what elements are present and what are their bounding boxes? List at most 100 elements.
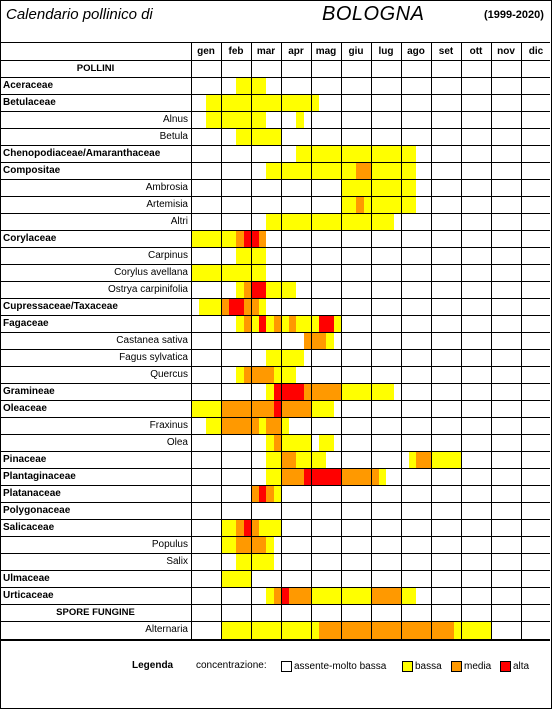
concentration-cell (416, 451, 424, 468)
concentration-cell (221, 230, 229, 247)
concentration-cell (273, 213, 282, 230)
concentration-cell (273, 94, 282, 111)
concentration-cell (206, 264, 214, 281)
row-divider (0, 145, 550, 146)
row-label-fraxinus: Fraxinus (149, 420, 188, 431)
concentration-cell (371, 621, 379, 639)
month-divider (191, 42, 192, 639)
concentration-cell (228, 111, 237, 128)
concentration-cell (423, 451, 432, 468)
month-header-feb: feb (228, 46, 244, 57)
concentration-cell (288, 281, 297, 298)
concentration-cell (311, 451, 319, 468)
concentration-cell (281, 434, 289, 451)
month-header-ago: ago (407, 46, 425, 57)
concentration-cell (393, 179, 402, 196)
concentration-cell (371, 162, 379, 179)
concentration-cell (281, 349, 289, 366)
concentration-cell (236, 536, 244, 553)
legend-concentration-label: concentrazione: (196, 660, 267, 671)
concentration-cell (356, 383, 364, 400)
row-divider (0, 519, 550, 520)
concentration-cell (356, 468, 364, 485)
grid-bottom (0, 640, 550, 641)
concentration-cell (251, 94, 259, 111)
concentration-cell (251, 298, 259, 315)
row-label-ulmaceae: Ulmaceae (3, 573, 50, 584)
concentration-cell (333, 315, 342, 332)
row-label-plantaginaceae: Plantaginaceae (3, 471, 76, 482)
concentration-cell (401, 162, 409, 179)
concentration-cell (453, 451, 462, 468)
concentration-cell (236, 417, 244, 434)
concentration-cell (318, 468, 327, 485)
concentration-cell (266, 349, 274, 366)
concentration-cell (378, 468, 387, 485)
concentration-cell (258, 536, 267, 553)
month-divider (221, 42, 222, 639)
concentration-cell (378, 145, 387, 162)
concentration-cell (318, 332, 327, 349)
concentration-cell (206, 230, 214, 247)
concentration-cell (288, 468, 297, 485)
month-divider (311, 42, 312, 639)
concentration-cell (296, 349, 304, 366)
row-divider (0, 536, 550, 537)
concentration-cell (438, 451, 447, 468)
concentration-cell (318, 400, 327, 417)
concentration-cell (251, 247, 259, 264)
concentration-cell (348, 621, 357, 639)
concentration-cell (296, 587, 304, 604)
concentration-cell (378, 196, 387, 213)
concentration-cell (326, 315, 334, 332)
concentration-cell (311, 94, 319, 111)
concentration-cell (228, 417, 237, 434)
concentration-cell (341, 145, 349, 162)
concentration-cell (311, 587, 319, 604)
month-header-set: set (438, 46, 454, 57)
row-label-oleaceae: Oleaceae (3, 403, 47, 414)
concentration-cell (221, 519, 229, 536)
concentration-cell (296, 383, 304, 400)
concentration-cell (311, 315, 319, 332)
row-divider (0, 94, 550, 95)
row-divider (0, 366, 550, 367)
concentration-cell (311, 162, 319, 179)
concentration-cell (243, 553, 252, 570)
concentration-cell (401, 621, 409, 639)
row-divider (0, 281, 550, 282)
row-label-betula: Betula (159, 131, 188, 142)
concentration-cell (378, 179, 387, 196)
concentration-cell (326, 434, 334, 451)
row-label-alternaria: Alternaria (145, 624, 188, 635)
legend-swatch (281, 660, 292, 672)
concentration-cell (356, 179, 364, 196)
concentration-cell (273, 587, 282, 604)
concentration-cell (281, 162, 289, 179)
page-title: Calendario pollinico di (6, 6, 153, 23)
concentration-cell (386, 383, 394, 400)
concentration-cell (266, 536, 274, 553)
concentration-cell (243, 111, 252, 128)
concentration-cell (303, 162, 312, 179)
concentration-cell (311, 468, 319, 485)
row-divider (0, 639, 550, 640)
concentration-cell (228, 570, 237, 587)
concentration-cell (326, 332, 334, 349)
concentration-cell (348, 162, 357, 179)
concentration-cell (258, 417, 267, 434)
legend-label: media (464, 660, 492, 672)
concentration-cell (206, 400, 214, 417)
concentration-cell (311, 332, 319, 349)
concentration-cell (386, 587, 394, 604)
concentration-cell (221, 111, 229, 128)
concentration-cell (363, 621, 372, 639)
row-divider (0, 315, 550, 316)
concentration-cell (408, 196, 417, 213)
concentration-cell (281, 281, 289, 298)
row-divider (0, 298, 550, 299)
concentration-cell (401, 196, 409, 213)
concentration-cell (236, 111, 244, 128)
row-label-quercus: Quercus (150, 369, 188, 380)
concentration-cell (266, 213, 274, 230)
